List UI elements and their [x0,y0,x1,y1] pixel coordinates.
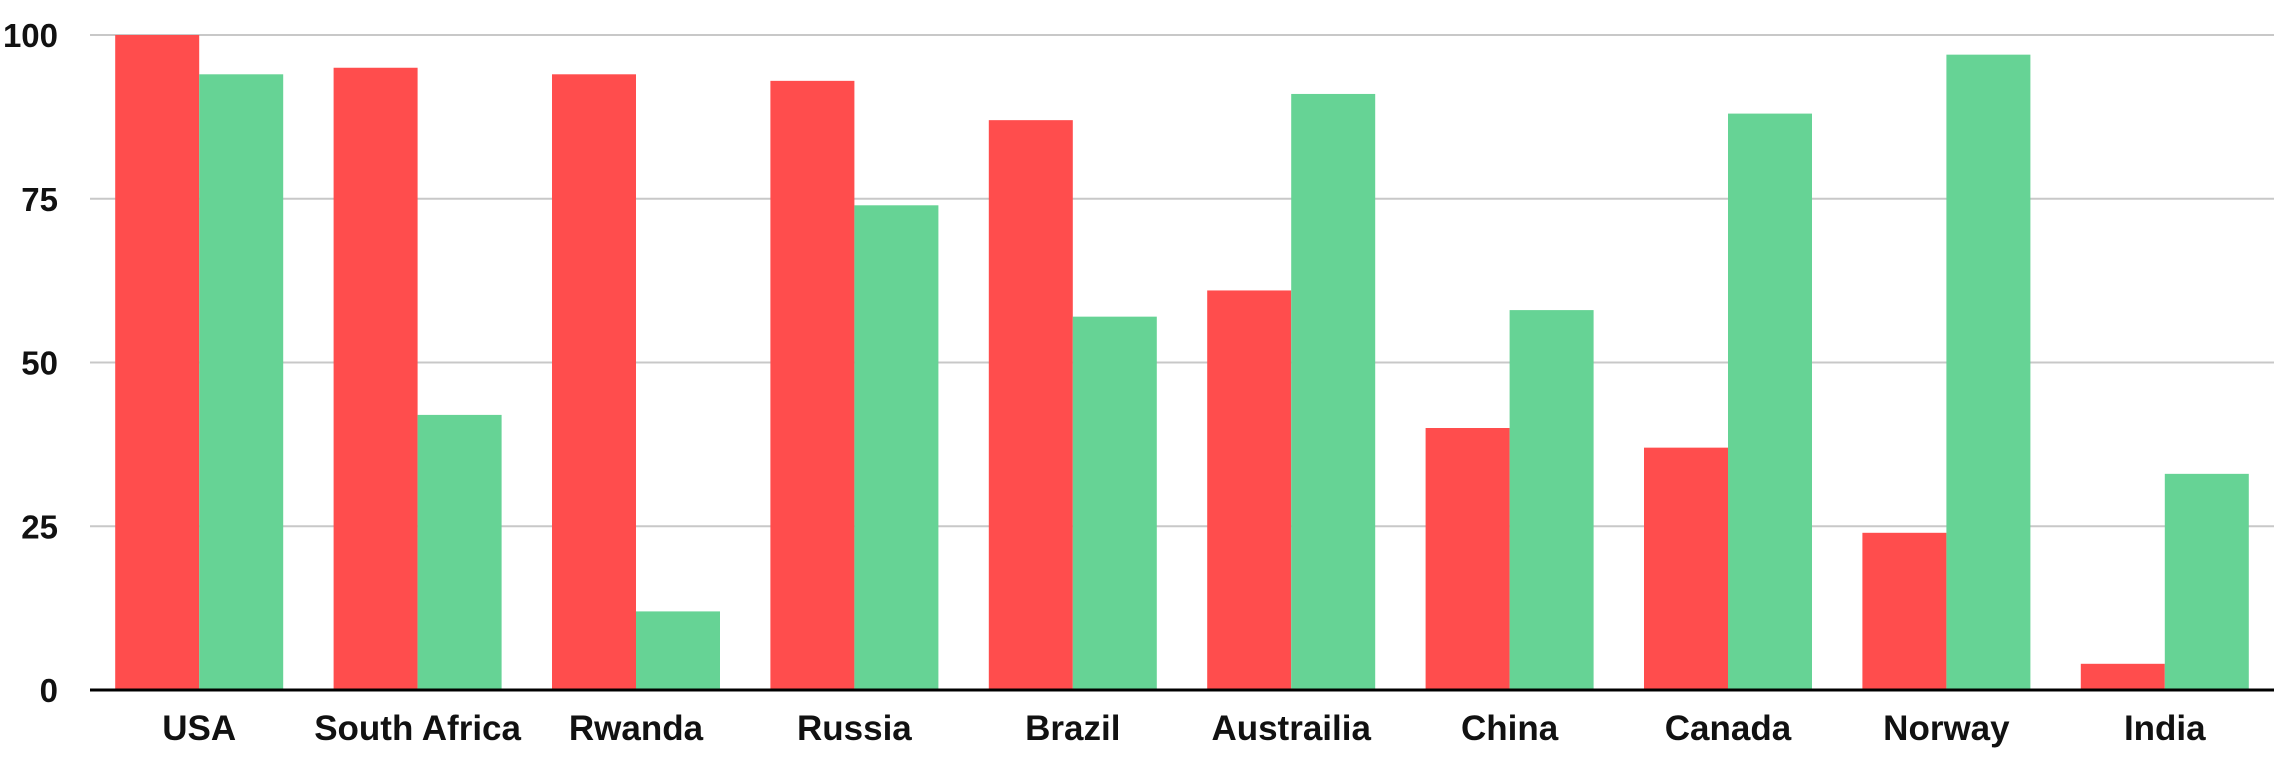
bar-rwanda-series-1 [552,74,636,691]
x-tick-label: USA [162,709,236,748]
bar-south-africa-series-1 [333,67,418,690]
bar-austrailia-series-2 [1291,93,1376,690]
bar-china-series-1 [1425,428,1510,690]
x-tick-label: Rwanda [569,709,704,748]
y-tick-label: 100 [3,17,58,54]
x-tick-label: Brazil [1025,709,1120,748]
y-tick-label: 25 [21,508,58,545]
x-axis-tick-labels: USA South Africa Rwanda Russia Brazil Austrai… [162,709,2206,748]
bar-russia-series-2 [854,205,939,691]
x-tick-label: China [1461,709,1559,748]
x-tick-label: South Africa [314,709,521,748]
y-tick-label: 50 [21,345,58,382]
bar-norway-series-2 [1946,54,2031,690]
gridlines [90,34,2274,528]
bar-austrailia-series-1 [1207,290,1292,690]
bar-india-series-2 [2164,473,2249,690]
bar-rwanda-series-2 [636,611,720,690]
x-tick-label: Russia [797,709,912,748]
y-tick-label: 75 [21,181,58,218]
bar-norway-series-1 [1862,532,1947,690]
bars [115,35,2249,691]
x-tick-label: India [2124,709,2206,748]
bar-canada-series-2 [1728,113,1812,691]
bar-china-series-2 [1509,310,1594,690]
bar-usa-series-2 [199,74,284,691]
bar-brazil-series-1 [988,120,1073,690]
bar-south-africa-series-2 [417,414,502,690]
x-tick-label: Norway [1883,709,2010,748]
x-tick-label: Canada [1665,709,1792,748]
bar-russia-series-1 [770,80,855,691]
x-tick-label: Austrailia [1211,709,1371,748]
bar-usa-series-1 [115,35,200,690]
bar-brazil-series-2 [1072,316,1157,690]
y-axis-tick-labels: 0 25 50 75 100 [3,17,58,709]
bar-canada-series-1 [1644,447,1728,690]
bar-india-series-1 [2080,663,2165,690]
y-tick-label: 0 [40,672,58,709]
